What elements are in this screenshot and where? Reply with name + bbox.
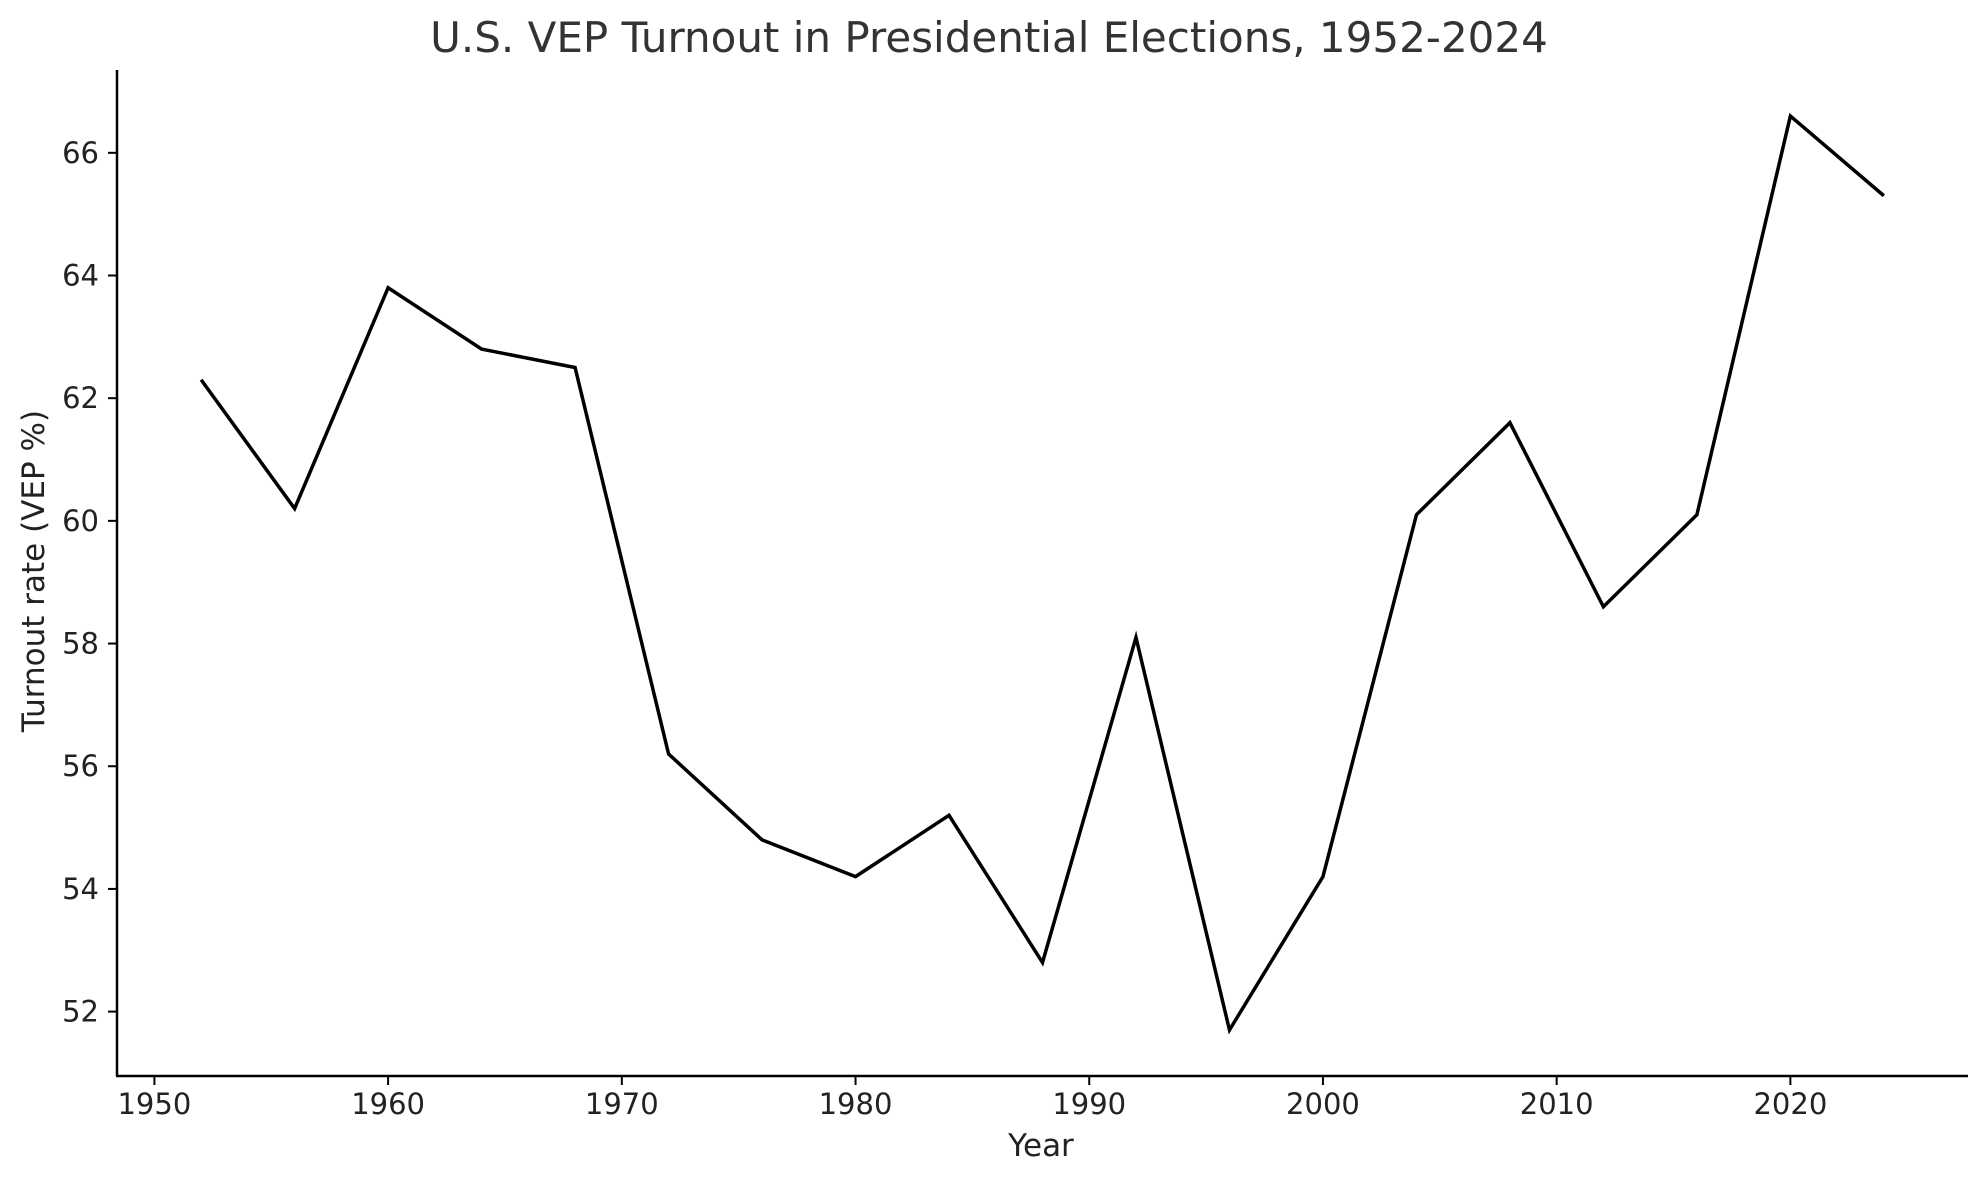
series-group [199,112,1885,1035]
series-line [199,112,1885,1035]
x-axis-label: Year [1007,1128,1074,1164]
x-tick-label: 2000 [1286,1087,1360,1121]
y-axis-ticks: 52 54 56 58 60 62 64 66 [62,136,117,1029]
x-tick-label: 2020 [1753,1087,1827,1121]
y-tick-label: 64 [62,258,99,292]
x-tick-label: 1960 [351,1087,425,1121]
x-tick-label: 1980 [819,1087,893,1121]
y-tick-label: 62 [62,381,99,415]
chart-title: U.S. VEP Turnout in Presidential Electio… [430,13,1548,62]
y-tick-label: 60 [62,504,99,538]
x-tick-label: 1990 [1052,1087,1126,1121]
y-tick-label: 66 [62,136,99,170]
y-axis-label: Turnout rate (VEP %) [16,410,52,733]
x-tick-label: 1950 [117,1087,191,1121]
y-tick-label: 58 [62,627,99,661]
x-tick-label: 1970 [585,1087,659,1121]
x-tick-label: 2010 [1520,1087,1594,1121]
y-tick-label: 56 [62,749,99,783]
y-tick-label: 52 [62,995,99,1029]
x-axis-ticks: 1950 1960 1970 1980 1990 2000 2010 2020 [117,1076,1827,1121]
y-tick-label: 54 [62,872,99,906]
